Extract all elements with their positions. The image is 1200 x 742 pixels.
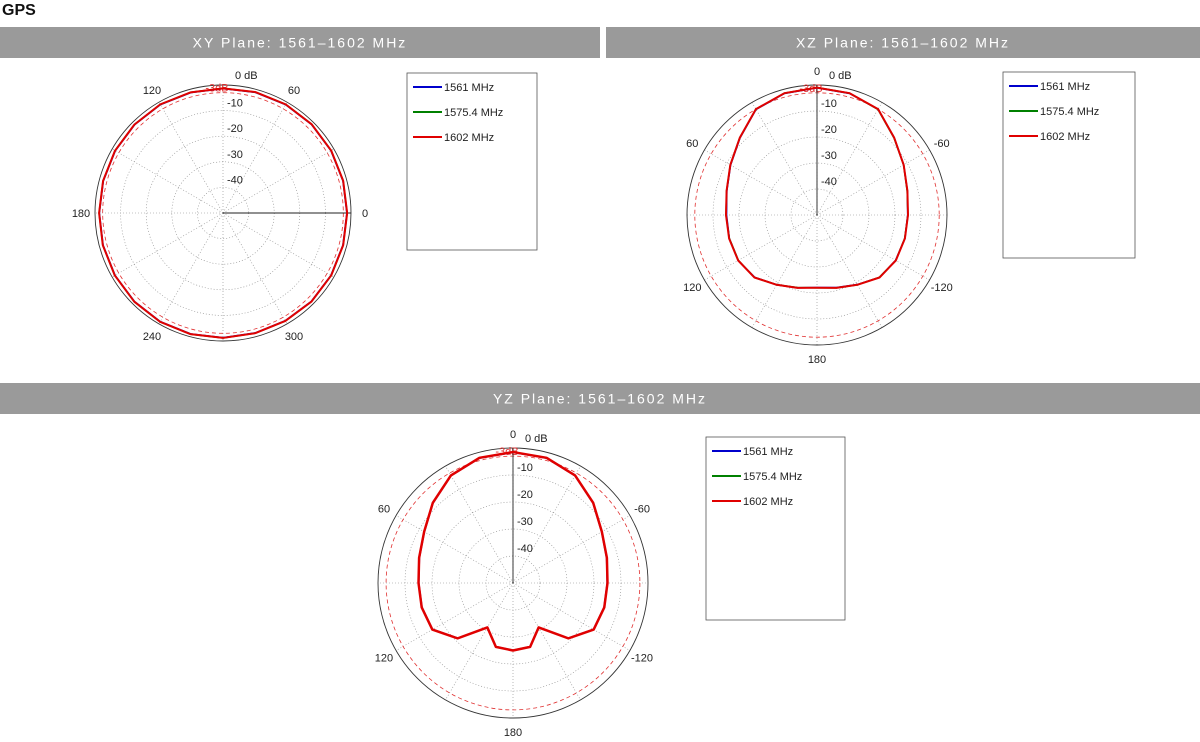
legend-label: 1602 MHz <box>1040 131 1090 143</box>
grid-ring <box>404 474 622 692</box>
legend-label: 1561 MHz <box>743 446 793 458</box>
grid-spoke <box>222 212 288 325</box>
pattern-curve <box>417 450 609 652</box>
chart-title: YZ Plane: 1561–1602 MHz <box>493 391 707 407</box>
pattern-curve <box>725 86 909 289</box>
title-bar <box>0 383 1200 414</box>
theta-tick-label: 0 <box>362 208 368 220</box>
theta-tick-label: 180 <box>808 354 826 366</box>
grid-spoke <box>704 149 818 216</box>
r-tick-label: -40 <box>227 174 243 186</box>
grid-spoke <box>111 212 224 278</box>
theta-tick-label: 120 <box>143 85 161 97</box>
grid-spoke <box>751 214 818 328</box>
theta-tick-label: 60 <box>686 138 698 150</box>
grid-spoke <box>395 515 514 584</box>
title-bar <box>606 27 1200 58</box>
grid-spoke <box>158 101 224 214</box>
legend-label: 1575.4 MHz <box>743 471 802 483</box>
chart-title: XZ Plane: 1561–1602 MHz <box>796 35 1010 51</box>
chart-title: XY Plane: 1561–1602 MHz <box>193 35 408 51</box>
legend-label: 1561 MHz <box>1040 81 1090 93</box>
grid-spoke <box>512 582 631 651</box>
grid-ring <box>458 528 568 638</box>
polar-chart: YZ Plane: 1561–1602 MHz 0 dB -10 -20 -30 -40 -… <box>0 383 1200 739</box>
theta-tick-label: 0 <box>510 429 516 441</box>
grid-spoke <box>222 148 335 214</box>
grid-spoke <box>816 214 930 281</box>
grid-spoke <box>222 101 288 214</box>
legend-label: 1575.4 MHz <box>1040 106 1099 118</box>
polar-chart: XZ Plane: 1561–1602 MHz 0 dB -10 -20 -30 -40 -… <box>606 27 1200 366</box>
pattern-curve <box>98 87 349 339</box>
page-title: GPS <box>2 2 36 19</box>
legend-box <box>1002 71 1136 259</box>
theta-tick-label: -60 <box>934 138 950 150</box>
grid-spoke <box>395 582 514 651</box>
grid-spoke <box>816 149 930 216</box>
legend-label: 1575.4 MHz <box>444 107 503 119</box>
theta-tick-label: -60 <box>634 504 650 516</box>
r-tick-label: 0 dB <box>525 433 548 445</box>
r-tick-label: -20 <box>227 123 243 135</box>
legend-label: 1561 MHz <box>444 82 494 94</box>
grid-spoke <box>816 102 883 216</box>
r-tick-label: -30 <box>821 150 837 162</box>
theta-tick-label: 60 <box>288 85 300 97</box>
theta-tick-label: -120 <box>631 653 653 665</box>
theta-tick-label: 300 <box>285 331 303 343</box>
theta-tick-label: 120 <box>683 282 701 294</box>
r-tick-label: -40 <box>821 176 837 188</box>
r-tick-label: -40 <box>517 543 533 555</box>
r-tick-label: -20 <box>517 489 533 501</box>
legend-label: 1602 MHz <box>444 132 494 144</box>
legend-box <box>705 436 846 621</box>
grid-spoke <box>751 102 818 216</box>
grid-ring <box>764 162 870 268</box>
theta-tick-label: 180 <box>504 727 522 739</box>
r-tick-label: -20 <box>821 124 837 136</box>
grid-spoke <box>158 212 224 325</box>
grid-spoke <box>512 582 581 701</box>
theta-tick-label: 0 <box>814 66 820 78</box>
r-tick-label: -10 <box>227 98 243 110</box>
theta-tick-label: 240 <box>143 331 161 343</box>
grid-spoke <box>445 582 514 701</box>
r-tick-label: -30 <box>227 149 243 161</box>
legend-box <box>406 72 538 251</box>
r-tick-label: -10 <box>821 98 837 110</box>
theta-tick-label: 120 <box>375 653 393 665</box>
r-tick-label: -10 <box>517 462 533 474</box>
theta-tick-label: 60 <box>378 504 390 516</box>
title-bar <box>0 27 600 58</box>
theta-tick-label: -120 <box>931 282 953 294</box>
theta-tick-label: 180 <box>72 208 90 220</box>
grid-spoke <box>445 465 514 584</box>
grid-spoke <box>704 214 818 281</box>
grid-ring <box>790 188 844 242</box>
r-tick-label: -30 <box>517 516 533 528</box>
grid-spoke <box>111 148 224 214</box>
r-tick-label: 0 dB <box>829 70 852 82</box>
legend-label: 1602 MHz <box>743 496 793 508</box>
grid-spoke <box>816 214 883 328</box>
grid-spoke <box>222 212 335 278</box>
r-tick-label: 0 dB <box>235 70 258 82</box>
